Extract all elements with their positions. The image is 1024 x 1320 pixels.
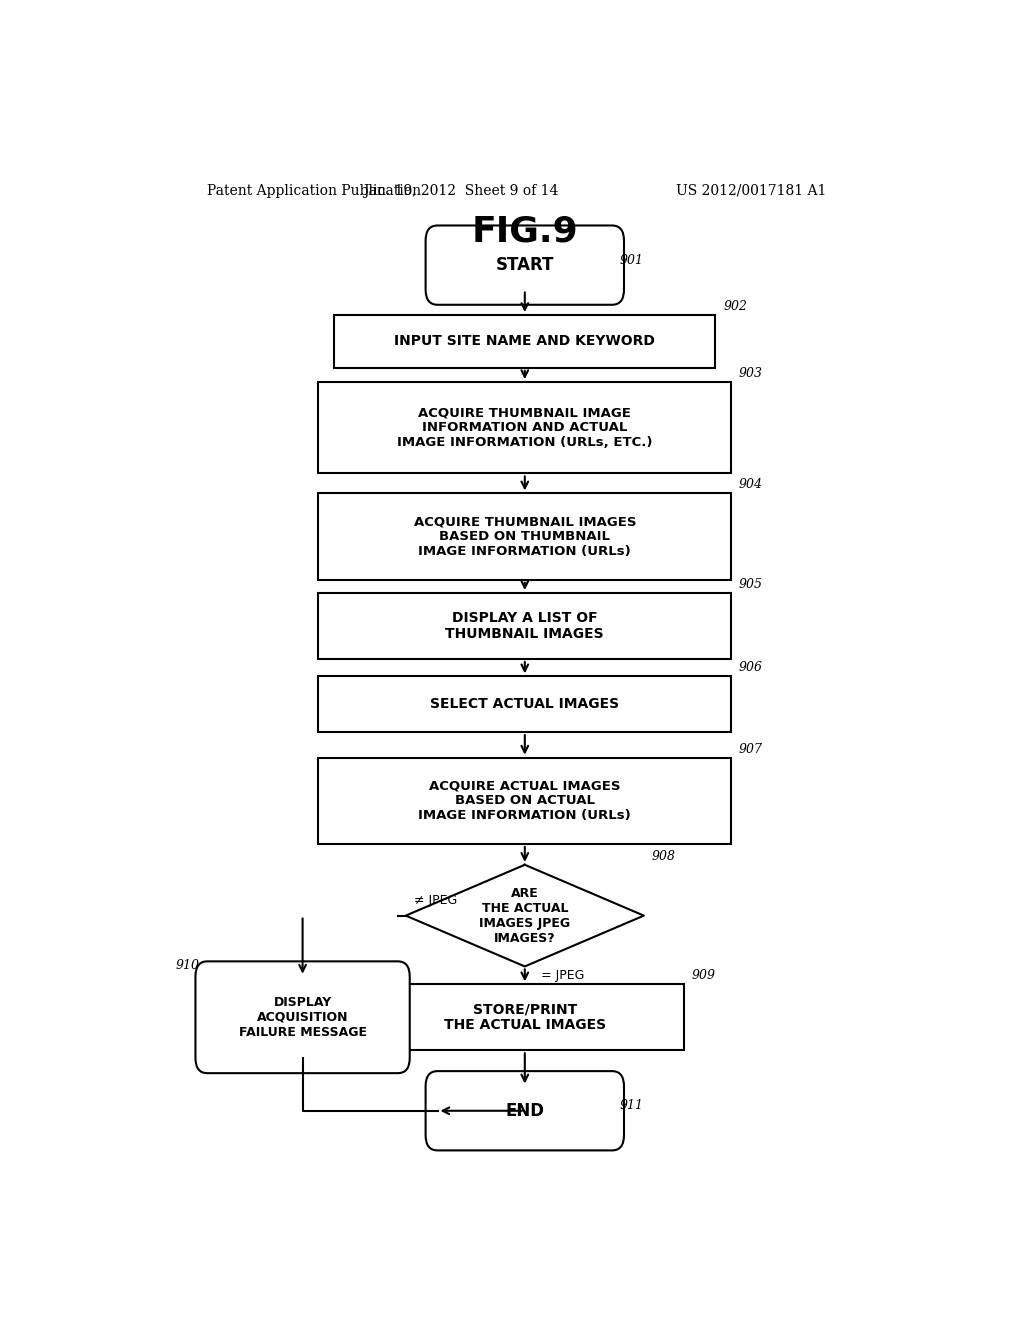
FancyBboxPatch shape [318, 758, 731, 843]
Text: ACQUIRE THUMBNAIL IMAGE
INFORMATION AND ACTUAL
IMAGE INFORMATION (URLs, ETC.): ACQUIRE THUMBNAIL IMAGE INFORMATION AND … [397, 407, 652, 449]
Text: END: END [505, 1102, 545, 1119]
Text: US 2012/0017181 A1: US 2012/0017181 A1 [676, 183, 826, 198]
Text: ARE
THE ACTUAL
IMAGES JPEG
IMAGES?: ARE THE ACTUAL IMAGES JPEG IMAGES? [479, 887, 570, 945]
FancyBboxPatch shape [318, 494, 731, 579]
Text: Patent Application Publication: Patent Application Publication [207, 183, 422, 198]
Text: SELECT ACTUAL IMAGES: SELECT ACTUAL IMAGES [430, 697, 620, 711]
Text: START: START [496, 256, 554, 275]
Text: ≠ JPEG: ≠ JPEG [414, 895, 457, 907]
Text: INPUT SITE NAME AND KEYWORD: INPUT SITE NAME AND KEYWORD [394, 334, 655, 348]
FancyBboxPatch shape [426, 226, 624, 305]
Text: STORE/PRINT
THE ACTUAL IMAGES: STORE/PRINT THE ACTUAL IMAGES [443, 1002, 606, 1032]
Text: 908: 908 [652, 850, 676, 863]
FancyBboxPatch shape [318, 381, 731, 474]
Text: 905: 905 [739, 578, 763, 591]
FancyBboxPatch shape [196, 961, 410, 1073]
Text: ACQUIRE THUMBNAIL IMAGES
BASED ON THUMBNAIL
IMAGE INFORMATION (URLs): ACQUIRE THUMBNAIL IMAGES BASED ON THUMBN… [414, 515, 636, 558]
Text: 901: 901 [620, 253, 644, 267]
Text: 903: 903 [739, 367, 763, 380]
Text: 907: 907 [739, 743, 763, 755]
Text: 906: 906 [739, 661, 763, 675]
Text: Jan. 19, 2012  Sheet 9 of 14: Jan. 19, 2012 Sheet 9 of 14 [364, 183, 559, 198]
Text: DISPLAY A LIST OF
THUMBNAIL IMAGES: DISPLAY A LIST OF THUMBNAIL IMAGES [445, 611, 604, 642]
FancyBboxPatch shape [367, 985, 684, 1051]
FancyBboxPatch shape [334, 315, 715, 368]
FancyBboxPatch shape [318, 676, 731, 733]
Text: ACQUIRE ACTUAL IMAGES
BASED ON ACTUAL
IMAGE INFORMATION (URLs): ACQUIRE ACTUAL IMAGES BASED ON ACTUAL IM… [419, 779, 631, 822]
Text: 911: 911 [620, 1100, 644, 1113]
Text: DISPLAY
ACQUISITION
FAILURE MESSAGE: DISPLAY ACQUISITION FAILURE MESSAGE [239, 995, 367, 1039]
Text: = JPEG: = JPEG [541, 969, 584, 982]
Text: 902: 902 [723, 300, 748, 313]
Text: 909: 909 [691, 969, 716, 982]
FancyBboxPatch shape [318, 593, 731, 659]
FancyBboxPatch shape [426, 1071, 624, 1151]
Text: 910: 910 [175, 958, 200, 972]
Text: FIG.9: FIG.9 [471, 214, 579, 248]
Text: 904: 904 [739, 478, 763, 491]
